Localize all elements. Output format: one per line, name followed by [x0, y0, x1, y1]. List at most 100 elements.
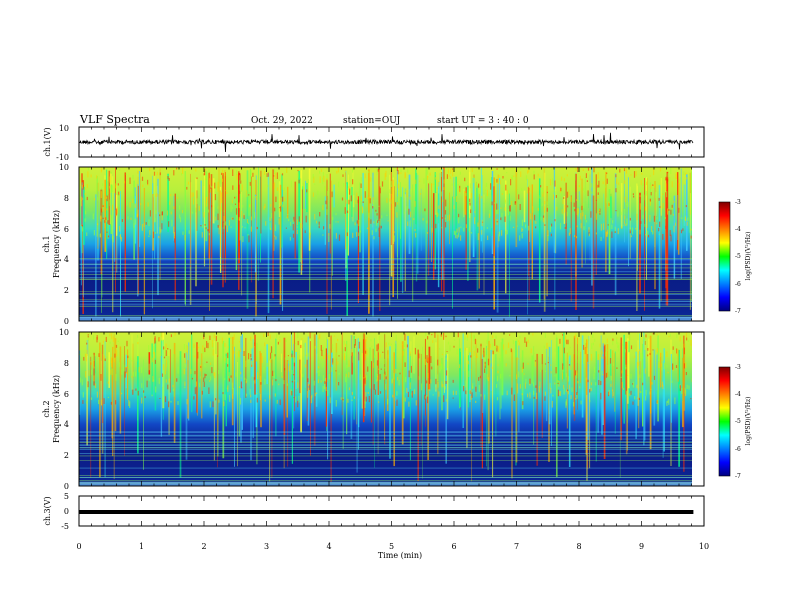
spectrogram-speckle — [204, 224, 206, 226]
spectrogram-speckle — [87, 335, 89, 342]
spectrogram-speckle — [437, 180, 439, 187]
spectrogram-speckle — [121, 219, 123, 222]
spectrogram-speckle — [328, 355, 330, 360]
spectrogram-speckle — [370, 339, 372, 342]
spectrogram-speckle — [358, 219, 360, 227]
spectrogram-speckle — [265, 221, 267, 226]
spectrogram-speckle — [340, 397, 342, 400]
spectrogram-speckle — [297, 172, 299, 178]
spectrogram-speckle — [275, 236, 277, 240]
spectrogram-speckle — [486, 374, 488, 380]
spectrogram-speckle — [290, 180, 292, 188]
spectrogram-speckle — [319, 170, 321, 174]
spectrogram-speckle — [327, 390, 329, 397]
spectrogram-speckle — [323, 175, 325, 182]
spectrogram-speckle — [318, 224, 320, 226]
spectrogram-speckle — [629, 227, 631, 231]
spectrogram-speckle — [282, 204, 284, 208]
spectrogram-speckle — [84, 218, 86, 222]
spectrogram-speckle — [367, 366, 369, 372]
spectrogram-speckle — [226, 191, 228, 195]
spectrogram-speckle — [606, 178, 608, 184]
spectrogram-speckle — [434, 177, 437, 180]
spectrogram-speckle — [305, 354, 307, 357]
spectrogram-speckle — [475, 192, 477, 194]
spectrogram-speckle — [111, 360, 113, 367]
spectrogram-speckle — [447, 168, 449, 174]
spectrogram-speckle — [211, 205, 213, 208]
spectrogram-speckle — [513, 394, 515, 401]
spectrogram-speckle — [501, 230, 503, 236]
spectrogram-speckle — [161, 373, 164, 377]
spectrogram-speckle — [296, 219, 298, 225]
spectrogram-speckle — [565, 399, 567, 406]
spectrogram-speckle — [579, 386, 581, 389]
spectrogram-speckle — [518, 341, 520, 346]
spectrogram-speckle — [385, 383, 387, 390]
spectrogram-speckle — [206, 197, 208, 204]
spectrogram-speckle — [594, 338, 596, 342]
spectrogram-speckle — [470, 355, 472, 358]
spectrogram-speckle — [256, 397, 258, 403]
spectrogram-speckle — [616, 367, 618, 369]
spectrogram-speckle — [150, 355, 152, 363]
spectrogram-speckle — [187, 345, 189, 350]
spectrogram-speckle — [519, 204, 521, 210]
spectrogram-speckle — [236, 174, 238, 180]
spectrogram-speckle — [382, 351, 384, 353]
spectrogram-speckle — [300, 370, 302, 374]
spectrogram-speckle — [392, 394, 394, 398]
spectrogram-speckle — [644, 223, 646, 227]
spectrogram-speckle — [414, 347, 416, 355]
spectrogram-speckle — [325, 204, 327, 207]
spectrogram-speckle — [356, 196, 359, 200]
spectrogram-speckle — [492, 350, 494, 355]
spectrogram-speckle — [605, 231, 607, 237]
spectrogram-speckle — [449, 176, 452, 179]
spectrogram-speckle — [583, 357, 585, 364]
spectrogram-speckle — [338, 382, 340, 386]
spectrogram-speckle — [469, 389, 471, 394]
spectrogram-speckle — [102, 183, 104, 186]
spectrogram-speckle — [690, 228, 692, 231]
spectrogram-speckle — [656, 400, 658, 404]
spectrogram-speckle — [616, 178, 618, 184]
ch1-spectrogram-ytick-6: 6 — [64, 225, 69, 234]
spectrogram-speckle — [121, 369, 123, 375]
spectrogram-speckle — [517, 358, 519, 360]
spectrogram-speckle — [520, 167, 522, 170]
spectrogram-speckle — [391, 378, 394, 383]
spectrogram-speckle — [346, 210, 349, 214]
spectrogram-speckle — [631, 227, 634, 235]
spectrogram-speckle — [669, 176, 671, 184]
spectrogram-speckle — [576, 372, 578, 379]
spectrogram-speckle — [153, 193, 155, 198]
spectrogram-speckle — [507, 342, 510, 348]
spectrogram-speckle — [132, 198, 134, 203]
spectrogram-speckle — [257, 185, 259, 191]
spectrogram-speckle — [199, 382, 201, 388]
spectrogram-speckle — [612, 391, 614, 396]
spectrogram-speckle — [164, 370, 166, 375]
spectrogram-speckle — [433, 181, 435, 187]
spectrogram-speckle — [409, 196, 411, 200]
spectrogram-speckle — [172, 384, 174, 388]
spectrogram-speckle — [344, 207, 346, 214]
spectrogram-speckle — [475, 181, 477, 188]
spectrogram-speckle — [198, 205, 200, 211]
spectrogram-speckle — [460, 235, 462, 241]
spectrogram-speckle — [93, 335, 95, 340]
spectrogram-speckle — [288, 365, 290, 372]
spectrogram-speckle — [588, 229, 590, 236]
spectrogram-speckle — [564, 227, 566, 229]
spectrogram-speckle — [191, 211, 194, 214]
spectrogram-speckle — [486, 348, 489, 350]
spectrogram-speckle — [599, 211, 601, 214]
spectrogram-speckle — [527, 393, 529, 398]
spectrogram-speckle — [658, 359, 660, 362]
spectrogram-speckle — [205, 374, 207, 376]
spectrogram-speckle — [208, 387, 210, 394]
spectrogram-speckle — [235, 187, 238, 190]
spectrogram-speckle — [430, 356, 432, 363]
spectrogram-speckle — [105, 217, 107, 220]
